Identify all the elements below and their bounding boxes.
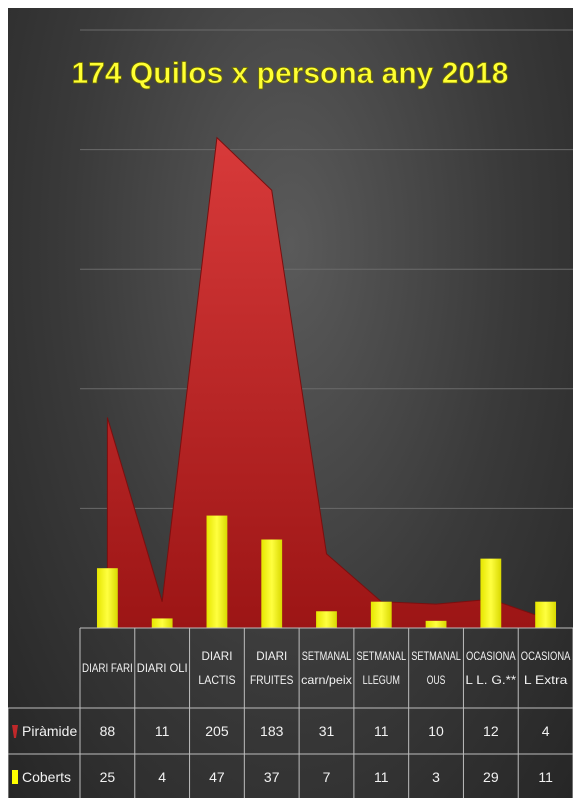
bar-coberts xyxy=(261,539,283,628)
chart-panel: DIARI FARI DIARI OLI DIARI LACTIS DIARI FRUIT… xyxy=(8,8,573,798)
category-label: SETMANAL xyxy=(302,649,352,663)
bar-coberts xyxy=(480,558,502,628)
data-value: 47 xyxy=(209,769,225,785)
bar-coberts xyxy=(316,611,337,628)
data-value: 11 xyxy=(374,723,389,739)
data-value: 11 xyxy=(538,769,553,785)
category-label: DIARI FARI xyxy=(82,661,133,675)
data-value: 88 xyxy=(100,723,116,739)
bar-coberts xyxy=(425,620,447,628)
category-label: DIARI xyxy=(256,649,287,663)
data-value: 205 xyxy=(205,723,229,739)
data-value: 10 xyxy=(428,723,444,739)
category-label: carn/peix xyxy=(301,673,352,687)
bar-coberts xyxy=(206,515,228,628)
category-label: LLEGUM xyxy=(363,673,400,687)
data-value: 31 xyxy=(319,723,335,739)
category-label: L Extra xyxy=(524,673,568,687)
legend-label: Piràmide xyxy=(22,723,77,739)
category-label: OUS xyxy=(427,673,446,687)
series-area-piramide xyxy=(106,136,547,629)
chart-title: 174 Quilos x persona any 2018 xyxy=(72,57,509,90)
data-value: 4 xyxy=(158,769,166,785)
bar-coberts xyxy=(370,601,392,628)
data-value: 3 xyxy=(432,769,440,785)
category-label: LACTIS xyxy=(198,673,235,687)
legend-key-piramide xyxy=(12,725,18,738)
bar-coberts xyxy=(535,601,557,628)
category-label: SETMANAL xyxy=(411,649,461,663)
bar-coberts xyxy=(151,618,173,628)
data-value: 11 xyxy=(155,723,170,739)
data-value: 12 xyxy=(483,723,499,739)
category-label: DIARI OLI xyxy=(137,661,188,675)
bar-coberts xyxy=(96,568,118,628)
data-value: 7 xyxy=(323,769,331,785)
data-value: 25 xyxy=(100,769,116,785)
category-label: FRUITES xyxy=(250,673,293,687)
legend-label: Coberts xyxy=(22,769,71,785)
data-value: 29 xyxy=(483,769,499,785)
data-value: 183 xyxy=(260,723,284,739)
category-label: L L. G.** xyxy=(465,673,516,687)
category-label: OCASIONA xyxy=(521,649,571,663)
chart-svg: DIARI FARI DIARI OLI DIARI LACTIS DIARI FRUIT… xyxy=(8,29,573,798)
category-label: OCASIONA xyxy=(466,649,516,663)
data-value: 37 xyxy=(264,769,280,785)
data-value: 4 xyxy=(542,723,550,739)
category-label: SETMANAL xyxy=(356,649,406,663)
category-label: DIARI xyxy=(201,649,232,663)
data-value: 11 xyxy=(374,769,389,785)
legend-key-coberts xyxy=(12,770,18,784)
